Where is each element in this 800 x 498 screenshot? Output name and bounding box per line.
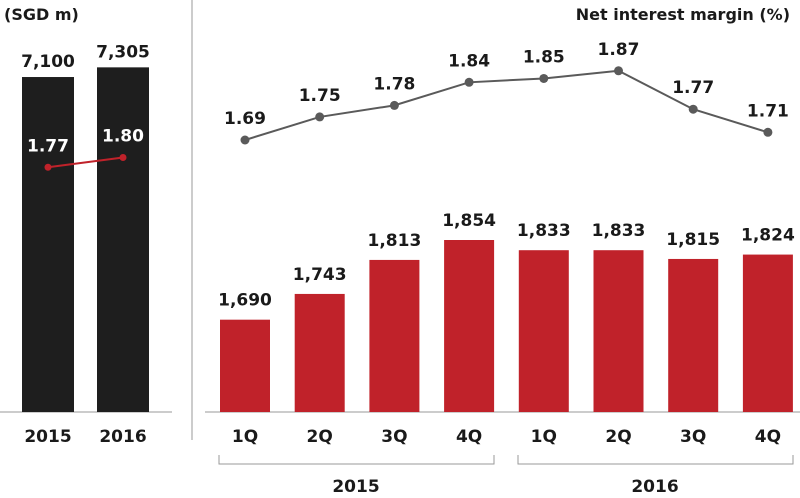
margin-line-annual [47,156,124,169]
bar-quarter-2015-1Q [220,319,270,412]
bar-value-label-2016-2Q: 1,833 [592,221,646,241]
margin-point-2016-1Q [539,73,549,83]
x-tick-label-2015-4Q: 4Q [456,427,482,447]
margin-point-2015-3Q [389,100,399,110]
bar-quarter-2015-3Q [369,259,420,412]
x-tick-label-2016-4Q: 4Q [755,427,781,447]
bar-value-label-2016-3Q: 1,815 [666,230,720,250]
margin-label-2015-3Q: 1.78 [373,74,415,94]
bar-value-label-2016: 7,305 [96,42,150,62]
bar-value-label-2015-1Q: 1,690 [218,291,272,311]
x-tick-label-2016-3Q: 3Q [680,427,706,447]
bar-quarter-2016-1Q [518,250,569,412]
bar-value-label-2015: 7,100 [21,52,75,72]
x-tick-label-2015-1Q: 1Q [232,427,258,447]
x-tick-label-2016: 2016 [99,427,146,447]
left-chart-marks: 7,100 2015 7,305 2016 1.77 1.80 [21,42,150,447]
bar-annual-2015 [22,77,74,413]
margin-label-2015-2Q: 1.75 [299,86,341,106]
margin-label-2015-4Q: 1.84 [448,51,490,71]
bar-value-label-2015-4Q: 1,854 [442,211,496,231]
bar-quarter-2016-2Q [593,250,644,412]
margin-label-2016-2Q: 1.87 [598,40,640,60]
margin-label-2016: 1.80 [102,127,144,147]
margin-line-quarterly [244,69,769,141]
group-label-2015: 2015 [332,477,379,497]
margin-label-2015-1Q: 1.69 [224,109,266,129]
margin-point-2016-3Q [688,104,698,114]
bar-quarter-2015-2Q [294,293,345,412]
x-tick-label-2015-3Q: 3Q [381,427,407,447]
group-label-2016: 2016 [631,477,678,497]
left-panel-title: (SGD m) [4,5,79,24]
margin-point-2015-1Q [240,135,250,145]
x-tick-label-2015-2Q: 2Q [307,427,333,447]
bar-quarter-2015-4Q [444,240,495,412]
bar-value-label-2015-2Q: 1,743 [293,265,347,285]
right-chart-marks: 1,690 1Q 1,743 2Q 1,813 3Q 1,854 4Q 1,833 1Q 1,833… [218,40,795,447]
margin-label-2016-1Q: 1.85 [523,47,565,67]
margin-label-2016-3Q: 1.77 [672,78,714,98]
margin-point-2015 [44,163,52,171]
bar-value-label-2015-3Q: 1,813 [368,231,422,251]
bar-annual-2016 [97,67,149,412]
margin-label-2016-4Q: 1.71 [747,101,789,121]
x-tick-label-2015: 2015 [24,427,71,447]
margin-label-2015: 1.77 [27,136,69,156]
bar-value-label-2016-1Q: 1,833 [517,221,571,241]
margin-point-2016 [119,154,127,161]
margin-point-2016-4Q [763,127,773,137]
bar-quarter-2016-3Q [668,258,719,412]
group-bracket-2016 [517,455,794,465]
margin-point-2015-4Q [464,77,474,87]
bar-value-label-2016-4Q: 1,824 [741,226,795,246]
group-bracket-2015 [218,455,495,465]
bar-quarter-2016-4Q [742,254,793,412]
margin-point-2016-2Q [614,66,623,76]
margin-point-2015-2Q [315,112,325,122]
x-tick-label-2016-1Q: 1Q [531,427,557,447]
right-panel-title: Net interest margin (%) [576,5,790,24]
x-tick-label-2016-2Q: 2Q [605,427,631,447]
